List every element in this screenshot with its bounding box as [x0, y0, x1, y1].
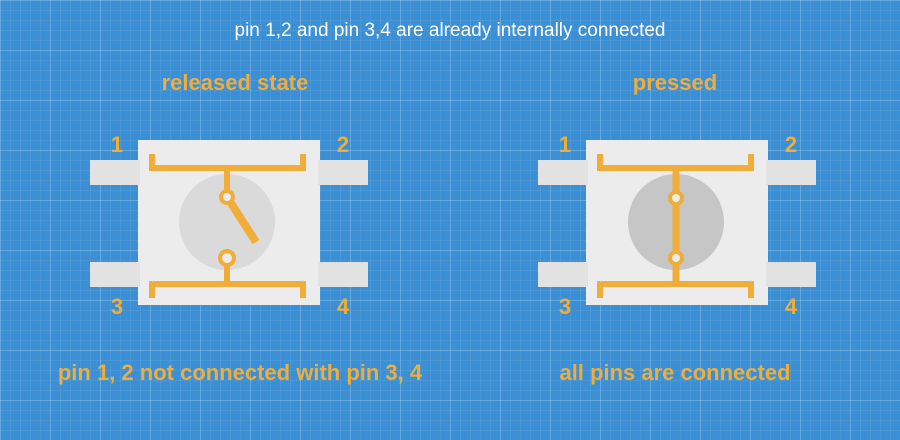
- right-pin-2-label: 2: [784, 132, 798, 157]
- right-pin-1-label: 1: [558, 132, 572, 157]
- pin-3-leg: [90, 262, 140, 287]
- released-state-title: released state: [161, 70, 309, 95]
- pin-4-leg: [766, 262, 816, 287]
- pin-2-leg: [318, 160, 368, 185]
- pin-4-leg: [318, 262, 368, 287]
- released-switch-diagram: [90, 140, 368, 305]
- pin-2-leg: [766, 160, 816, 185]
- actuator-circle: [179, 174, 275, 270]
- pin-3-leg: [538, 262, 588, 287]
- released-state-caption: pin 1, 2 not connected with pin 3, 4: [57, 360, 423, 385]
- left-pin-1-label: 1: [110, 132, 124, 157]
- pin-1-leg: [538, 160, 588, 185]
- header-note: pin 1,2 and pin 3,4 are already internal…: [234, 20, 666, 41]
- bottom-pivot: [218, 249, 236, 267]
- open-switch-lever: [223, 194, 260, 245]
- bottom-pivot: [668, 250, 684, 266]
- pressed-state-caption: all pins are connected: [559, 360, 791, 385]
- left-pin-4-label: 4: [336, 294, 350, 319]
- left-pin-2-label: 2: [336, 132, 350, 157]
- top-pivot: [219, 189, 235, 205]
- right-pin-3-label: 3: [558, 294, 572, 319]
- right-pin-4-label: 4: [784, 294, 798, 319]
- left-pin-3-label: 3: [110, 294, 124, 319]
- top-pivot: [668, 190, 684, 206]
- pressed-state-title: pressed: [632, 70, 718, 95]
- pressed-switch-diagram: [538, 140, 816, 305]
- pin-1-leg: [90, 160, 140, 185]
